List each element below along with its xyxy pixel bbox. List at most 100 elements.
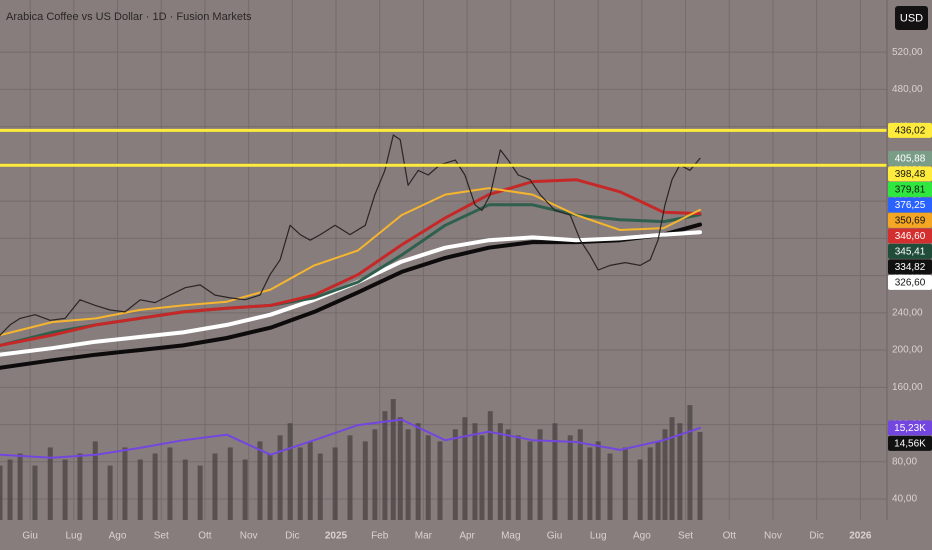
volume-bar [7, 459, 13, 520]
volume-bar [382, 411, 388, 520]
volume-bar [669, 417, 675, 520]
x-tick-label: Ott [198, 531, 212, 542]
volume-bar [655, 441, 661, 520]
x-tick-label: Giu [547, 531, 563, 542]
x-tick-label: Lug [590, 531, 607, 542]
volume-bar [212, 453, 218, 520]
price-badge-label: 15,23K [894, 423, 926, 434]
volume-bar [415, 423, 421, 520]
price-badge-label: 379,81 [895, 185, 926, 196]
y-tick-label: 200,00 [892, 345, 923, 356]
x-tick-label: Set [154, 531, 169, 542]
volume-bar [637, 459, 643, 520]
volume-bar [487, 411, 493, 520]
volume-bar [362, 441, 368, 520]
price-badge [888, 274, 932, 290]
x-tick-label: Mag [501, 531, 520, 542]
x-tick-label: Nov [764, 531, 782, 542]
volume-bar [152, 453, 158, 520]
volume-bar [47, 447, 53, 520]
volume-bar [92, 441, 98, 520]
indicator-line [0, 187, 701, 337]
volume-bar [242, 459, 248, 520]
volume-bar [182, 459, 188, 520]
volume-bar [687, 405, 693, 520]
volume-bar [515, 435, 521, 520]
price-badge-label: 346,60 [895, 231, 926, 242]
volume-bar [277, 435, 283, 520]
volume-bar [332, 447, 338, 520]
y-tick-label: 80,00 [892, 456, 917, 467]
x-tick-label: 2026 [849, 531, 872, 542]
price-badge [888, 243, 932, 259]
price-badge-label: 334,82 [895, 262, 926, 273]
volume-bar [607, 453, 613, 520]
volume-bar [697, 431, 703, 520]
x-tick-label: Apr [459, 531, 475, 542]
volume-bar [317, 453, 323, 520]
x-tick-label: Ott [723, 531, 737, 542]
x-tick-label: Lug [66, 531, 83, 542]
volume-bar [595, 441, 601, 520]
volume-bar [425, 435, 431, 520]
x-tick-label: 2025 [325, 531, 348, 542]
y-tick-label: 40,00 [892, 494, 917, 505]
volume-bar [287, 423, 293, 520]
volume-bar [452, 429, 458, 520]
volume-bar [32, 465, 38, 520]
chart-title: Arabica Coffee vs US Dollar · 1D · Fusio… [6, 11, 252, 23]
price-badge [888, 435, 932, 451]
volume-bar [527, 441, 533, 520]
price-badge [888, 197, 932, 213]
price-badge [888, 122, 932, 138]
x-tick-label: Ago [109, 531, 127, 542]
volume-bar [622, 447, 628, 520]
indicator-line [0, 418, 701, 459]
volume-bar [267, 453, 273, 520]
price-badge [888, 212, 932, 228]
volume-bar [107, 465, 113, 520]
price-badge-label: 345,41 [895, 247, 926, 258]
price-badge-label: 326,60 [895, 278, 926, 289]
price-badge [888, 259, 932, 275]
volume-bar [462, 417, 468, 520]
price-badge [888, 228, 932, 244]
price-badge-label: 350,69 [895, 216, 926, 227]
volume-bar [577, 429, 583, 520]
volume-bar [257, 441, 263, 520]
volume-bar [567, 435, 573, 520]
x-tick-label: Nov [240, 531, 258, 542]
volume-bar [390, 399, 396, 520]
x-tick-label: Set [678, 531, 693, 542]
x-tick-label: Dic [285, 531, 299, 542]
volume-bar [227, 447, 233, 520]
price-badge-label: 376,25 [895, 200, 926, 211]
volume-bar [297, 447, 303, 520]
y-tick-label: 160,00 [892, 382, 923, 393]
price-badge-label: 405,88 [895, 154, 926, 165]
currency-label[interactable]: USD [900, 12, 923, 24]
price-badge-label: 436,02 [895, 125, 926, 136]
indicator-line [0, 178, 702, 347]
y-tick-label: 240,00 [892, 307, 923, 318]
volume-bar [405, 429, 411, 520]
price-badge-label: 398,48 [895, 169, 926, 180]
price-badge-label: 14,56K [894, 439, 926, 450]
volume-bar [167, 447, 173, 520]
volume-bar [197, 465, 203, 520]
price-line [0, 134, 701, 336]
volume-bar [122, 447, 128, 520]
price-badge [888, 150, 932, 166]
currency-button[interactable] [895, 6, 928, 30]
volume-bar [397, 417, 403, 520]
volume-bar [0, 465, 3, 520]
volume-bar [552, 423, 558, 520]
volume-bar [77, 453, 83, 520]
volume-bar [347, 435, 353, 520]
x-tick-label: Dic [809, 531, 823, 542]
price-badge [888, 420, 932, 436]
volume-bar [307, 441, 313, 520]
x-tick-label: Ago [633, 531, 651, 542]
